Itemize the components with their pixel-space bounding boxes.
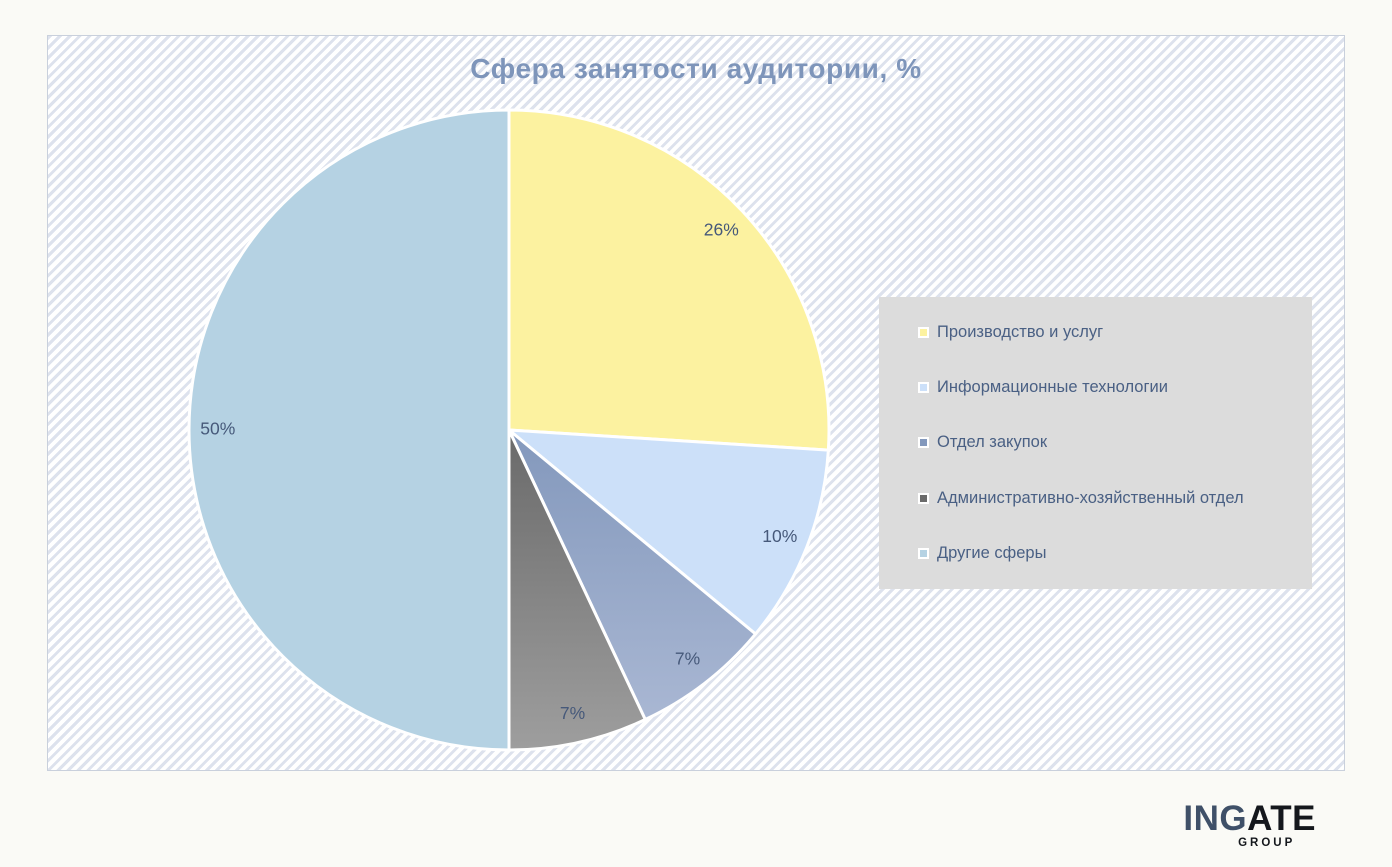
legend-item: Другие сферы bbox=[918, 544, 1302, 563]
logo-text-ate: ATE bbox=[1247, 799, 1316, 838]
legend-item: Информационные технологии bbox=[918, 378, 1302, 397]
legend-swatch-icon bbox=[918, 492, 929, 504]
legend-swatch-icon bbox=[918, 547, 929, 559]
pie-slice bbox=[507, 428, 647, 752]
legend-item: Административно-хозяйственный отдел bbox=[918, 489, 1302, 508]
pie-slice-label: 50% bbox=[200, 419, 235, 439]
logo-text-ing: ING bbox=[1183, 799, 1248, 838]
pie-slice bbox=[507, 428, 830, 636]
legend-item: Производство и услуг bbox=[918, 323, 1302, 342]
legend-item-label: Другие сферы bbox=[937, 543, 1047, 562]
pie-slice-label: 7% bbox=[560, 703, 585, 723]
pie-slice bbox=[507, 108, 831, 452]
pie-slice bbox=[507, 428, 758, 722]
pie-slice-label: 10% bbox=[762, 526, 797, 546]
legend-swatch-icon bbox=[918, 437, 929, 449]
ingate-logo: INGATE GROUP bbox=[1183, 801, 1316, 850]
pie-slice bbox=[187, 108, 511, 752]
legend-item-label: Административно-хозяйственный отдел bbox=[937, 488, 1244, 507]
pie-labels: 26% 10% 7% 7% 50% bbox=[200, 219, 797, 723]
legend-swatch-icon bbox=[918, 327, 929, 339]
legend-item-label: Производство и услуг bbox=[937, 323, 1104, 342]
legend-item-label: Отдел закупок bbox=[937, 433, 1048, 452]
legend: Производство и услуг Информационные техно… bbox=[879, 297, 1312, 589]
logo-subtitle: GROUP bbox=[1238, 837, 1296, 849]
chart-panel: Сфера занятости аудитории, % 26% 10% 7% 7% 5… bbox=[47, 35, 1345, 771]
pie-slice-label: 7% bbox=[675, 649, 700, 669]
pie-slices bbox=[187, 108, 831, 752]
legend-item: Отдел закупок bbox=[918, 433, 1302, 452]
pie-chart: 26% 10% 7% 7% 50% bbox=[187, 108, 831, 752]
chart-title: Сфера занятости аудитории, % bbox=[470, 53, 922, 84]
legend-swatch-icon bbox=[918, 382, 929, 394]
logo-wordmark: INGATE bbox=[1183, 801, 1316, 836]
legend-item-label: Информационные технологии bbox=[937, 378, 1168, 397]
pie-slice-label: 26% bbox=[704, 219, 739, 239]
